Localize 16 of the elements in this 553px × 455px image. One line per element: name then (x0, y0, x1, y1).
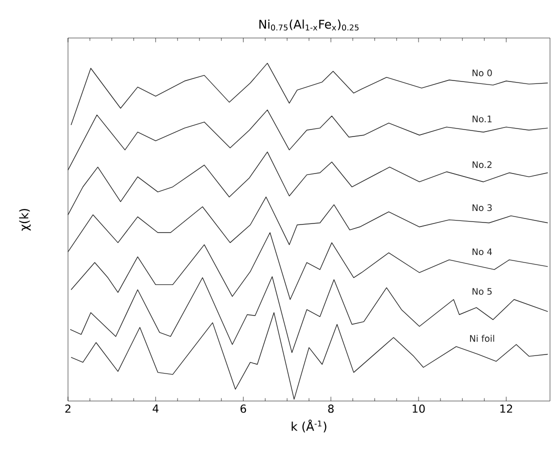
series-label: No 0 (472, 70, 492, 76)
series-label: Ni foil (470, 334, 494, 342)
series-label: No.1 (472, 116, 492, 122)
x-tick-label: 6 (240, 404, 246, 413)
series-label: No 4 (472, 248, 492, 256)
x-tick-label: 2 (65, 404, 70, 413)
x-axis-title: k (Å$^{-1}$) (292, 420, 326, 432)
series-label: No 5 (472, 288, 492, 295)
y-axis-title: χ(k) (19, 208, 31, 231)
chart-title: Ni$_{0.75}$(Al$_{1-x}$Fe$_{x}$)$_{0.25}$ (259, 20, 359, 30)
x-tick-label: 4 (152, 404, 159, 413)
x-tick-label: 12 (500, 404, 512, 413)
x-tick-label: 10 (412, 404, 425, 413)
series-label: No.2 (472, 161, 492, 168)
series-label: No 3 (472, 204, 492, 212)
x-tick-label: 8 (328, 404, 334, 413)
